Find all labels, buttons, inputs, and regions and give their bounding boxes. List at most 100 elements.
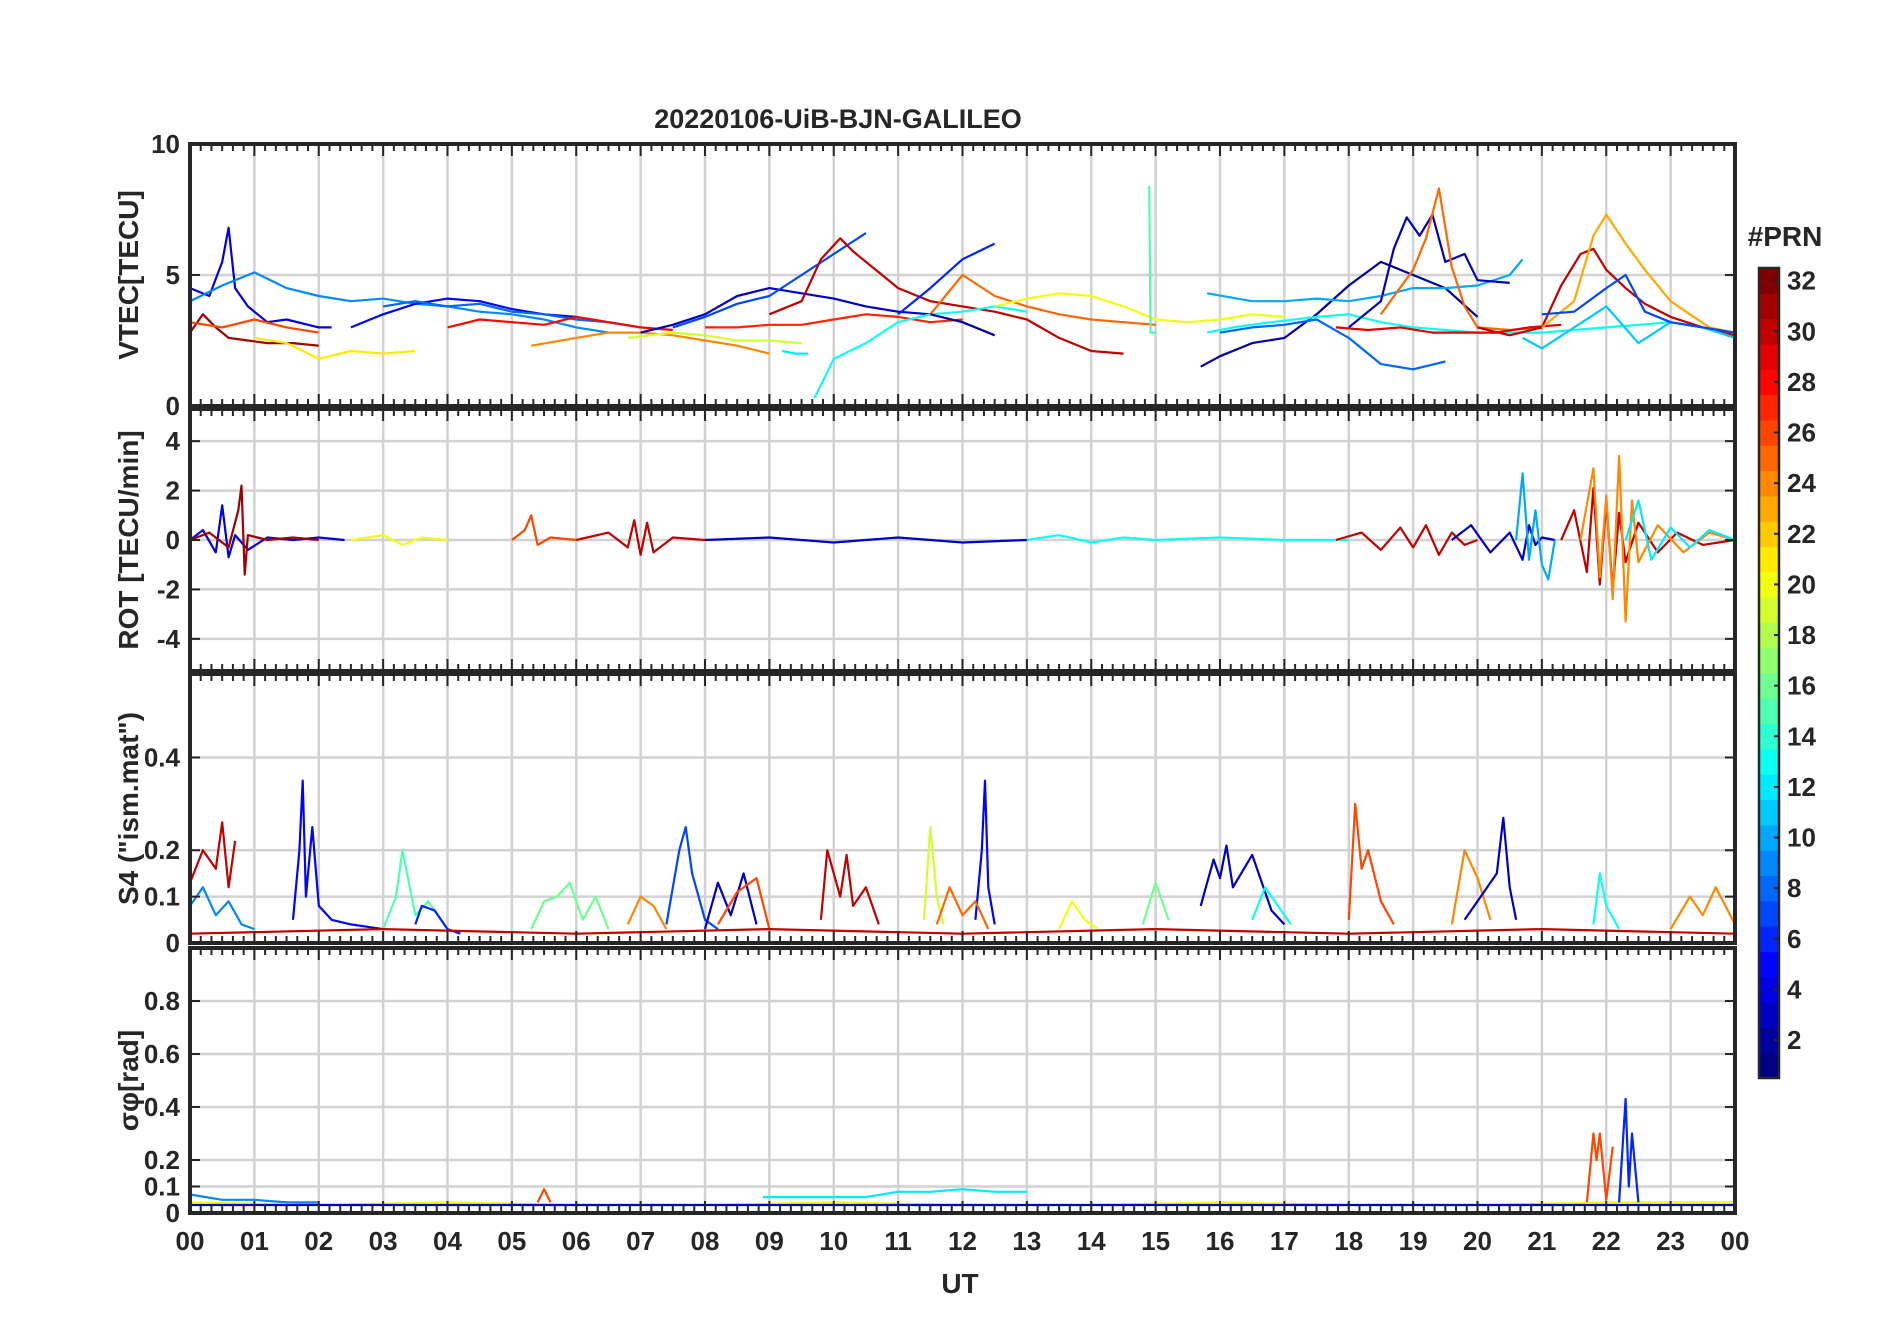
colorbar-swatch [1759,1052,1779,1079]
series-line-prn-30 [190,821,237,889]
colorbar-swatch [1759,521,1779,548]
x-axis-title: UT [941,1268,978,1299]
x-tick-label: 15 [1141,1226,1170,1256]
colorbar-tick-label: 2 [1787,1025,1801,1055]
colorbar-swatch [1759,900,1779,927]
colorbar-swatch [1759,1002,1779,1028]
series-line-prn-8 [1219,318,1446,371]
series-line-prn-13 [813,305,1028,399]
axes-frame-vtec [188,142,1737,408]
colorbar-swatch [1759,622,1779,649]
colorbar-swatch [1759,369,1779,396]
x-tick-label: 03 [369,1226,398,1256]
series-line-prn-26 [190,318,319,334]
series-line-prn-13 [1251,886,1292,926]
colorbar-tick-label: 26 [1787,418,1816,448]
x-tick-labels: 00 01 02 03 04 05 06 07 08 09 10 11 12 13 14 15 16 17 18 19… [176,1226,1750,1256]
colorbar-swatch [1759,445,1779,472]
series-line-prn-30 [576,519,706,556]
panel-s4: 0 0.1 0.2 0.4S4 ("ism.mat") [113,672,1737,958]
axes-frame-s4 [188,672,1737,945]
series-line-prn-20 [994,292,1285,324]
y-axis-title: σφ[rad] [113,1030,144,1131]
series-line-prn-5 [974,779,996,925]
series-line-prn-7 [665,825,719,930]
x-tick-label: 23 [1656,1226,1685,1256]
colorbar-swatch [1759,799,1779,826]
series-line-prn-5 [291,779,384,931]
series-line-prn-31 [190,484,319,576]
series-line-prn-15 [1148,185,1156,334]
y-tick-label: 0.8 [144,986,180,1016]
grid-sigma_phi [190,948,1735,1215]
series-line-prn-9 [190,886,255,931]
series-line-prn-13 [1026,533,1349,544]
colorbar-swatch [1759,419,1779,446]
colorbar-tick-label: 22 [1787,519,1816,549]
colorbar-swatch [1759,1027,1779,1054]
colorbar-swatch [1759,546,1779,573]
colorbar-swatch [1759,875,1779,902]
series-line-prn-3 [640,287,931,334]
colorbar-swatch [1759,571,1779,598]
y-tick-label: 0 [166,928,180,958]
y-tick-label: 0 [166,1198,180,1228]
y-tick-label: 0.4 [144,1092,181,1122]
x-tick-label: 21 [1527,1226,1556,1256]
x-tick-label: 05 [497,1226,526,1256]
axes-frame-sigma_phi [188,946,1737,1215]
colorbar-frame [1757,266,1781,1080]
colorbar-tick-label: 16 [1787,671,1816,701]
colorbar-swatch [1759,824,1779,851]
y-tick-label: 5 [166,260,180,290]
y-tick-label: 0.4 [144,742,181,772]
colorbar-tick-label: 6 [1787,924,1801,954]
series-line-prn-4 [190,226,332,329]
series-line-prn-16 [530,881,610,930]
series-line-prn-13 [1206,313,1735,334]
y-tick-label: 4 [166,426,181,456]
y-tick-label: 0.1 [144,1172,180,1202]
x-tick-label: 00 [176,1226,205,1256]
chart-title: 20220106-UiB-BJN-GALILEO [654,104,1022,134]
colorbar-swatch [1759,343,1779,370]
series-group-rot [190,454,1735,623]
series-line-prn-9 [190,271,609,334]
panel-rot: -4 -2 0 2 4 ROT [TECU/min] [113,407,1737,673]
colorbar-swatch [1759,394,1779,421]
y-tick-label: 0.2 [144,1145,180,1175]
series-line-prn-26 [716,876,771,930]
axes-frame-rot [188,407,1737,673]
y-tick-label: 0 [166,391,180,421]
series-line-prn-19 [922,825,945,925]
colorbar-swatch [1759,647,1779,674]
colorbar-tick-label: 20 [1787,569,1816,599]
colorbar-swatch [1759,495,1779,522]
x-tick-label: 02 [304,1226,333,1256]
colorbar-tick-label: 14 [1787,721,1816,751]
x-tick-label: 09 [755,1226,784,1256]
series-line-prn-27 [705,313,963,329]
y-tick-label: 0.6 [144,1039,180,1069]
colorbar-tick-label: 4 [1787,974,1802,1004]
colorbar-tick-label: 10 [1787,823,1816,853]
series-line-prn-24 [626,895,668,930]
series-line-prn-30 [819,849,880,925]
y-axis-title: ROT [TECU/min] [113,430,144,649]
x-tick-label: 20 [1463,1226,1492,1256]
grid-s4 [190,674,1735,945]
series-line-prn-6 [897,242,996,316]
colorbar-swatch [1759,850,1779,877]
series-line-prn-3 [1463,816,1518,921]
x-tick-label: 14 [1077,1226,1106,1256]
series-line-prn-30 [1477,247,1735,337]
x-tick-label: 01 [240,1226,269,1256]
y-tick-label: 0.1 [144,882,180,912]
series-line-prn-10 [1515,472,1556,581]
x-tick-label: 11 [884,1226,912,1256]
x-tick-label: 06 [562,1226,591,1256]
x-tick-label: 08 [691,1226,720,1256]
y-tick-label: 2 [166,476,180,506]
series-line-prn-10 [1206,258,1524,303]
